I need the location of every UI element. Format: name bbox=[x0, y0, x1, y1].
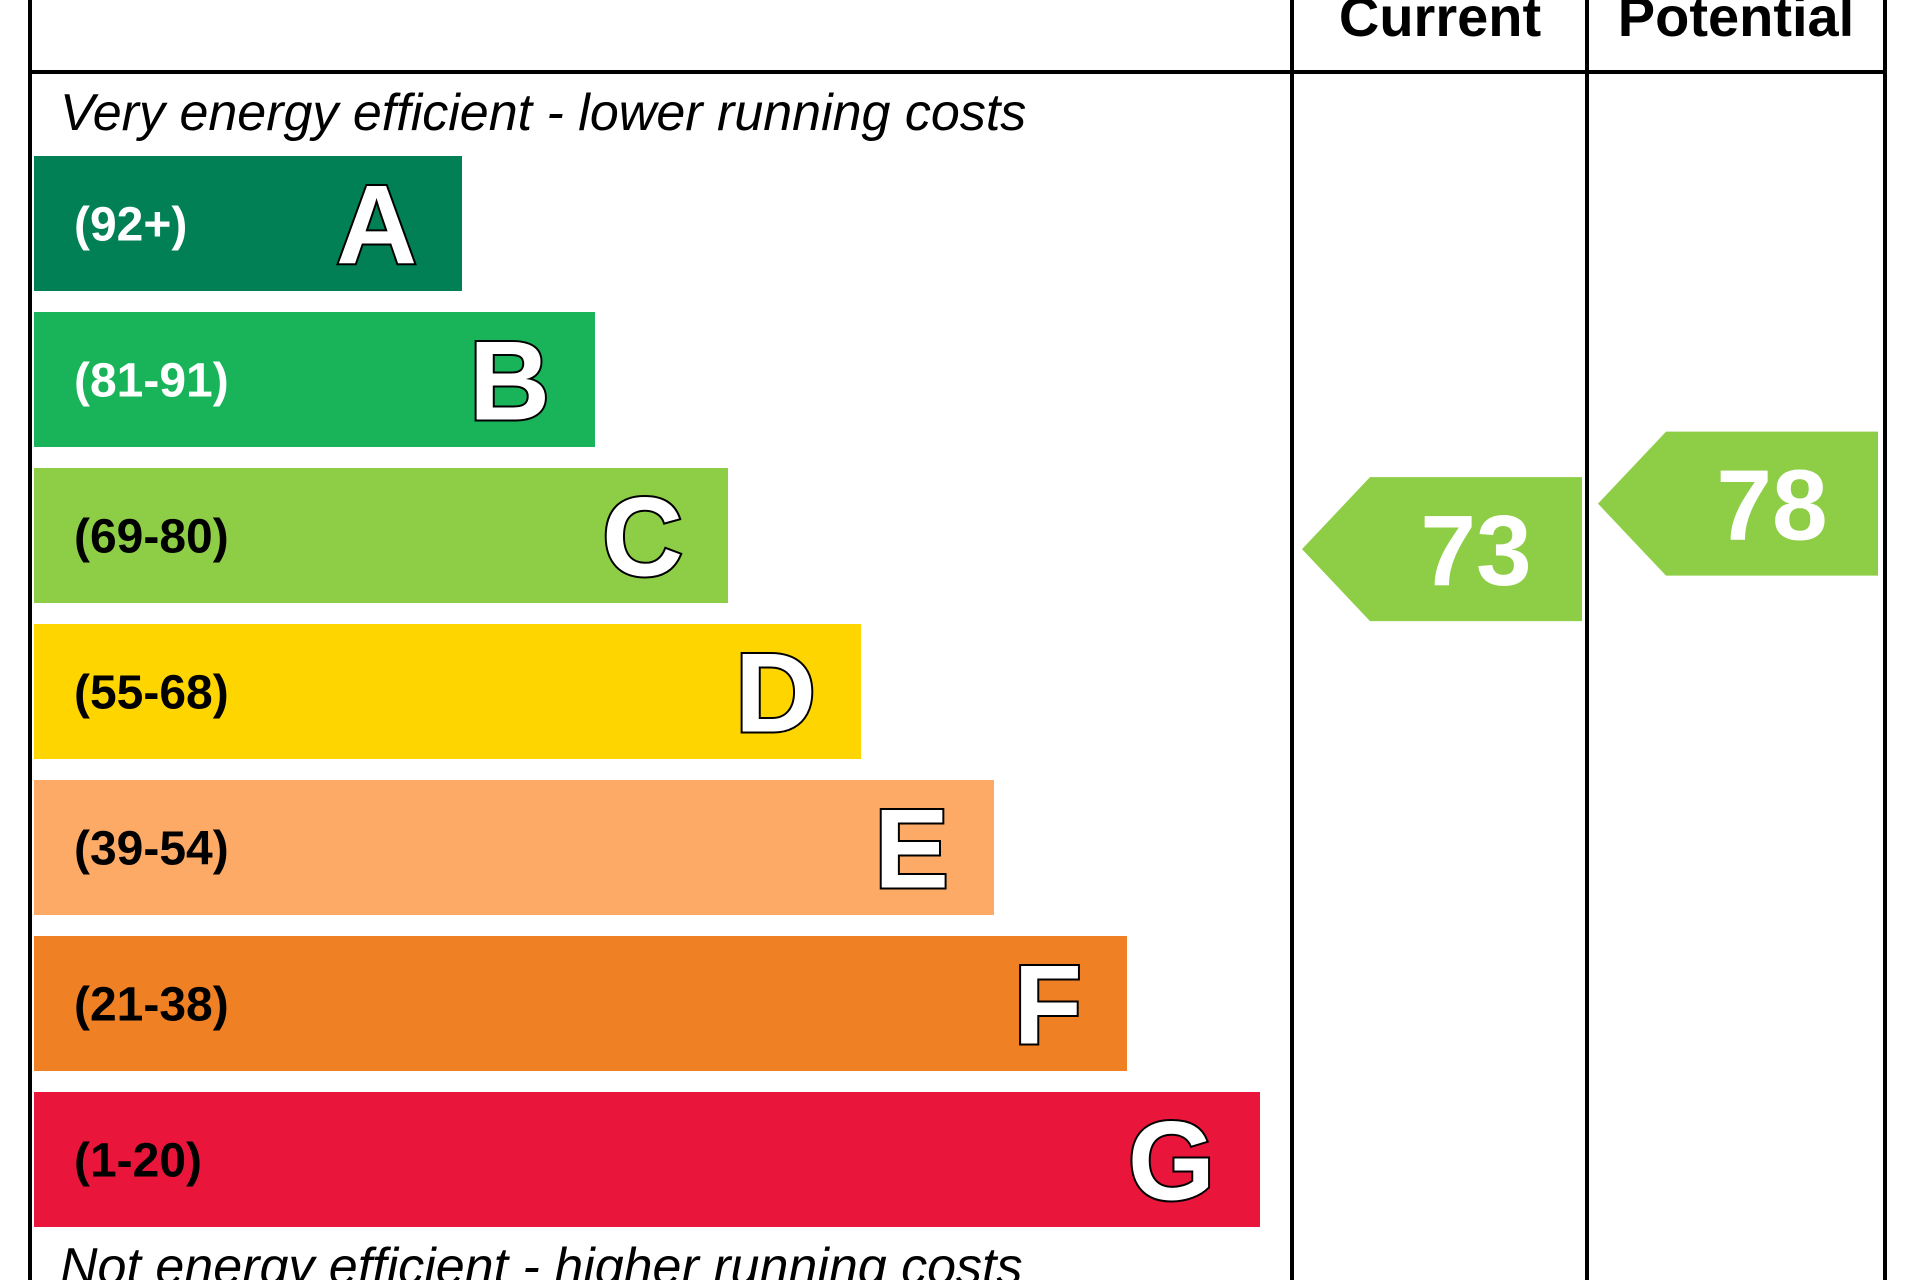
caption-bottom: Not energy efficient - higher running co… bbox=[60, 1238, 1023, 1280]
potential-rating-score: 78 bbox=[1716, 450, 1827, 562]
potential-rating-arrow bbox=[1598, 431, 1878, 576]
band-g-bar bbox=[34, 1092, 1260, 1227]
band-b-bar bbox=[34, 312, 595, 447]
band-b-range: (81-91) bbox=[74, 355, 229, 408]
band-e-bar bbox=[34, 780, 994, 915]
band-d-letter: D bbox=[735, 631, 816, 756]
band-b-letter: B bbox=[469, 319, 550, 444]
current-rating-arrow bbox=[1302, 477, 1582, 622]
band-f-range: (21-38) bbox=[74, 979, 229, 1032]
band-d-bar bbox=[34, 624, 861, 759]
band-a-bar bbox=[34, 156, 462, 291]
band-f-letter: F bbox=[1014, 943, 1082, 1068]
band-g-range: (1-20) bbox=[74, 1135, 202, 1188]
band-a-letter: A bbox=[336, 163, 417, 288]
potential-column-header: Potential bbox=[1618, 0, 1854, 48]
band-d-range: (55-68) bbox=[74, 667, 229, 720]
chart-frame bbox=[28, 0, 1887, 1280]
band-e-letter: E bbox=[874, 787, 949, 912]
band-c-letter: C bbox=[602, 475, 683, 600]
band-e-range: (39-54) bbox=[74, 823, 229, 876]
band-c-bar bbox=[34, 468, 728, 603]
rating-bands: (92+) A (81-91) B (69-80) C (55-68) D (39-54) E (2… bbox=[34, 156, 1260, 1227]
caption-top: Very energy efficient - lower running co… bbox=[60, 84, 1026, 142]
current-column-header: Current bbox=[1339, 0, 1541, 48]
band-a-range: (92+) bbox=[74, 199, 187, 252]
band-f-bar bbox=[34, 936, 1127, 1071]
rating-arrows: 73 78 bbox=[1302, 431, 1878, 622]
current-rating-score: 73 bbox=[1420, 495, 1531, 607]
band-c-range: (69-80) bbox=[74, 511, 229, 564]
band-g-letter: G bbox=[1128, 1099, 1215, 1224]
